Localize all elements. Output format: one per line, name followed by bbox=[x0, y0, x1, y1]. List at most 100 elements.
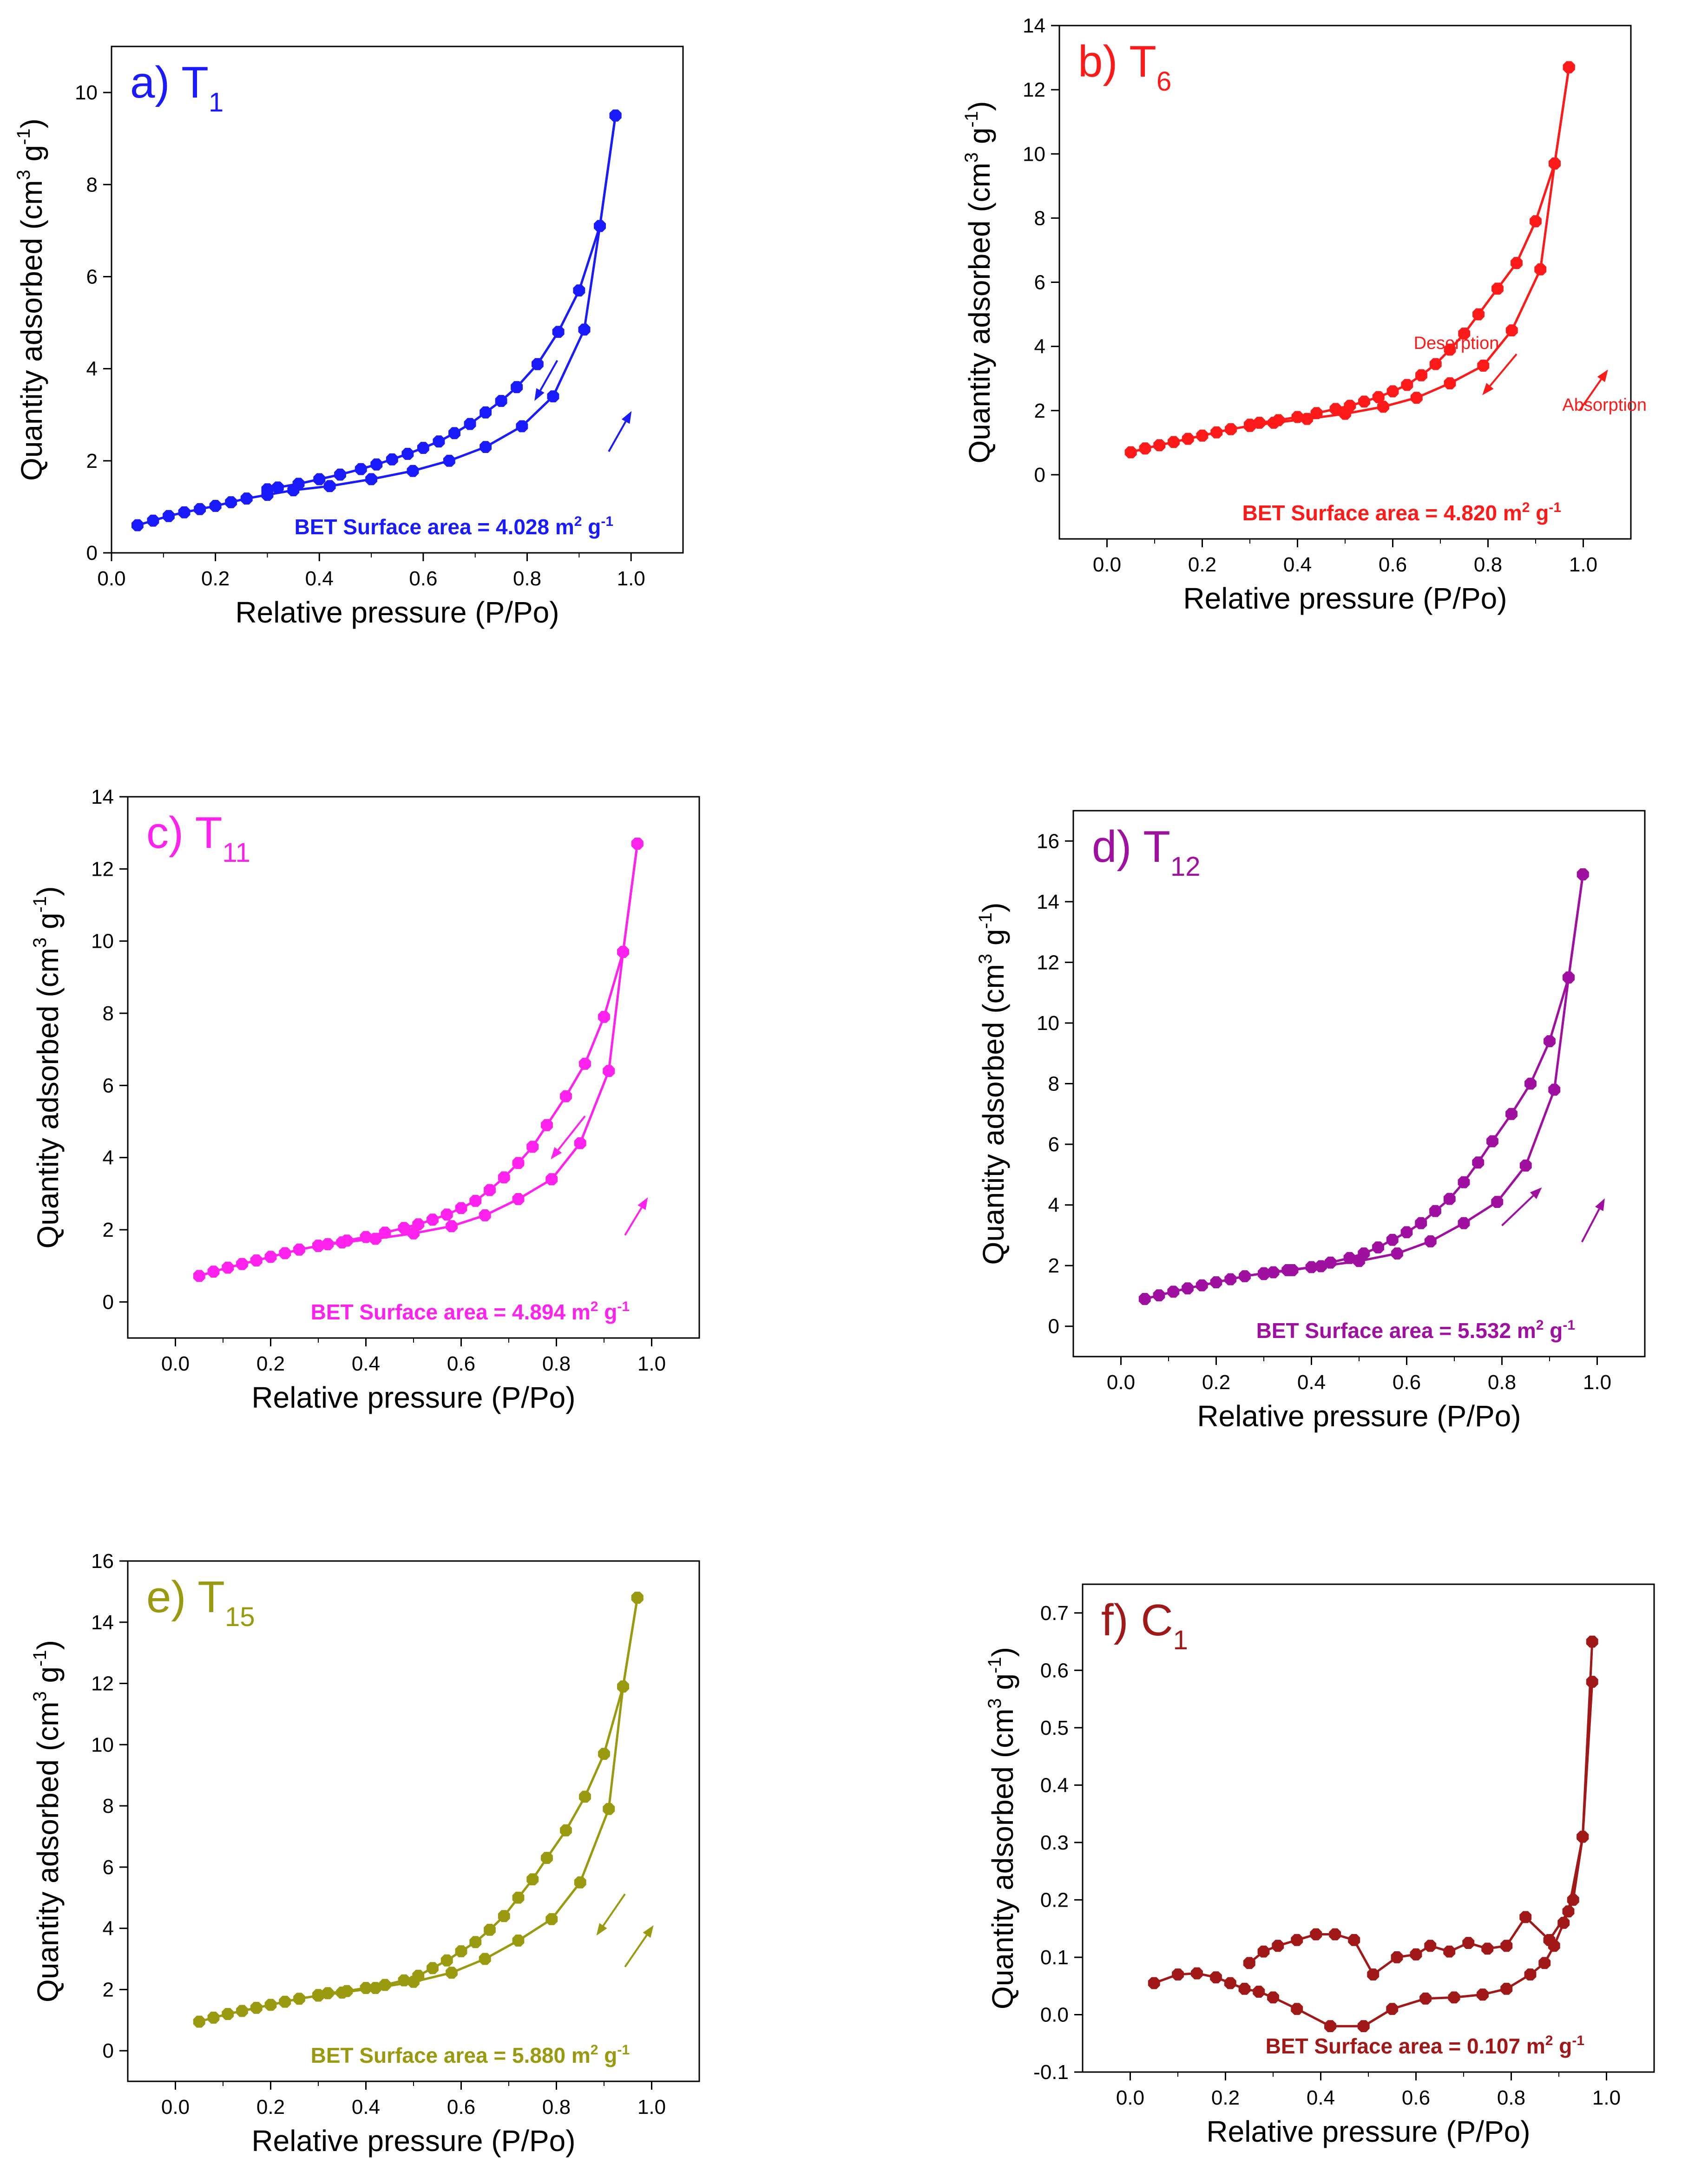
y-axis-label: Quantity adsorbed (cm3 g-1) bbox=[985, 1647, 1019, 2009]
data-point-adsorption bbox=[1324, 2020, 1336, 2033]
data-point-desorption bbox=[480, 406, 492, 419]
data-point-adsorption bbox=[1419, 1992, 1432, 2005]
data-point-desorption bbox=[1272, 1940, 1284, 1952]
y-tick-label: 2 bbox=[103, 1219, 114, 1241]
chart-panel-a: 0.0 0.2 0.4 0.6 0.8 1.0 0 2 4 6 8 10 Relative pressu… bbox=[13, 46, 684, 629]
panel-title: a) T1 bbox=[130, 58, 223, 118]
y-tick-label: 0.0 bbox=[1040, 2003, 1069, 2026]
y-tick-label: 0.5 bbox=[1040, 1717, 1069, 1739]
y-tick-label: 14 bbox=[91, 1611, 114, 1634]
data-point-desorption bbox=[1577, 868, 1589, 880]
data-point-adsorption bbox=[1538, 1957, 1551, 1969]
data-point-desorption bbox=[1386, 1233, 1399, 1246]
bet-annotation: BET Surface area = 4.028 m2 g-1 bbox=[295, 514, 613, 539]
data-point-adsorption bbox=[236, 2005, 248, 2017]
panel-title: d) T12 bbox=[1092, 822, 1200, 882]
chart-panel-f: 0.0 0.2 0.4 0.6 0.8 1.0 -0.1 0.0 0.1 0.2 0.3 0.4 0.5… bbox=[985, 1583, 1655, 2148]
data-point-desorption bbox=[552, 326, 565, 338]
direction-arrow bbox=[1501, 1187, 1542, 1227]
data-point-desorption bbox=[1543, 1934, 1556, 1946]
y-tick-label: 8 bbox=[103, 1002, 114, 1025]
data-point-desorption bbox=[271, 481, 284, 494]
y-tick-label: 0 bbox=[103, 1291, 114, 1313]
x-tick-label: 0.0 bbox=[161, 2096, 190, 2119]
data-point-desorption bbox=[1329, 1928, 1341, 1941]
data-point-desorption bbox=[312, 1240, 324, 1252]
y-tick-label: 0.3 bbox=[1040, 1831, 1069, 1854]
data-point-desorption bbox=[598, 1010, 610, 1023]
data-point-desorption bbox=[541, 1852, 553, 1864]
x-axis-label: Relative pressure (P/Po) bbox=[251, 2124, 575, 2158]
y-tick-label: 8 bbox=[103, 1795, 114, 1817]
x-tick-label: 0.0 bbox=[161, 1352, 190, 1375]
data-point-desorption bbox=[1524, 1077, 1537, 1090]
data-point-desorption bbox=[448, 427, 460, 439]
data-point-adsorption bbox=[1534, 263, 1547, 275]
direction-arrow bbox=[534, 360, 558, 401]
data-point-desorption bbox=[526, 1141, 539, 1153]
series-line-desorption bbox=[1249, 67, 1570, 426]
data-point-adsorption bbox=[1210, 426, 1223, 439]
data-point-adsorption bbox=[1357, 2020, 1370, 2033]
data-point-desorption bbox=[440, 1208, 453, 1221]
data-point-desorption bbox=[1329, 403, 1342, 415]
data-point-desorption bbox=[412, 1969, 425, 1982]
data-point-desorption bbox=[1562, 1905, 1575, 1918]
data-point-desorption bbox=[579, 1791, 591, 1803]
y-tick-label: 0 bbox=[1048, 1315, 1059, 1338]
chart-panel-e: 0.0 0.2 0.4 0.6 0.8 1.0 0 2 4 6 8 10 12 14 16 Relative … bbox=[30, 1550, 700, 2158]
data-point-adsorption bbox=[1239, 1270, 1251, 1282]
data-point-adsorption bbox=[1153, 1289, 1165, 1302]
y-tick-label: 6 bbox=[1048, 1133, 1059, 1156]
y-tick-label: 2 bbox=[86, 450, 98, 472]
data-point-adsorption bbox=[446, 1220, 458, 1233]
data-point-adsorption bbox=[1167, 1286, 1180, 1298]
plot-frame bbox=[127, 1560, 700, 2082]
data-point-desorption bbox=[1462, 1937, 1475, 1949]
bet-annotation: BET Surface area = 5.532 m2 g-1 bbox=[1256, 1318, 1575, 1343]
data-point-desorption bbox=[440, 1954, 453, 1967]
x-tick-label: 0.6 bbox=[1393, 1371, 1421, 1394]
data-point-desorption bbox=[541, 1119, 553, 1131]
data-point-adsorption bbox=[279, 1247, 291, 1259]
data-point-adsorption bbox=[236, 1258, 248, 1270]
data-point-adsorption bbox=[293, 1993, 305, 2005]
y-tick-label: 6 bbox=[103, 1856, 114, 1879]
data-point-desorption bbox=[360, 1231, 372, 1243]
y-tick-label: 10 bbox=[1023, 143, 1045, 165]
data-point-desorption bbox=[469, 1194, 482, 1207]
data-point-desorption bbox=[1429, 1205, 1441, 1217]
y-tick-label: 2 bbox=[1048, 1254, 1059, 1277]
data-point-desorption bbox=[1267, 1266, 1280, 1279]
data-point-adsorption bbox=[1139, 442, 1151, 455]
series-line-adsorption bbox=[199, 843, 639, 1277]
panel-title: f) C1 bbox=[1101, 1595, 1188, 1655]
y-tick-label: -0.1 bbox=[1033, 2061, 1069, 2084]
data-point-adsorption bbox=[1444, 377, 1456, 389]
data-point-desorption bbox=[1310, 1928, 1322, 1941]
x-tick-label: 0.2 bbox=[1211, 2086, 1240, 2109]
data-point-desorption bbox=[341, 1234, 353, 1247]
y-axis-label: Quantity adsorbed (cm3 g-1) bbox=[13, 118, 48, 481]
y-tick-label: 0.2 bbox=[1040, 1889, 1069, 1911]
direction-arrow bbox=[624, 1925, 654, 1968]
data-point-desorption bbox=[579, 1057, 591, 1070]
data-point-adsorption bbox=[1196, 1279, 1208, 1292]
data-point-desorption bbox=[1358, 395, 1370, 408]
data-point-adsorption bbox=[264, 1251, 277, 1263]
y-tick-label: 12 bbox=[91, 858, 114, 880]
data-point-desorption bbox=[1244, 419, 1256, 431]
data-point-desorption bbox=[1258, 1268, 1270, 1280]
x-tick-label: 0.8 bbox=[1497, 2086, 1525, 2109]
data-point-desorption bbox=[609, 109, 622, 122]
data-point-desorption bbox=[1291, 411, 1304, 423]
y-tick-label: 0 bbox=[1034, 464, 1045, 486]
x-tick-label: 1.0 bbox=[637, 2096, 666, 2119]
data-point-adsorption bbox=[163, 510, 175, 522]
data-point-adsorption bbox=[1477, 360, 1490, 372]
data-point-desorption bbox=[526, 1873, 539, 1886]
data-point-desorption bbox=[1491, 282, 1504, 295]
data-point-adsorption bbox=[574, 1137, 586, 1149]
data-point-adsorption bbox=[1448, 1991, 1460, 2004]
